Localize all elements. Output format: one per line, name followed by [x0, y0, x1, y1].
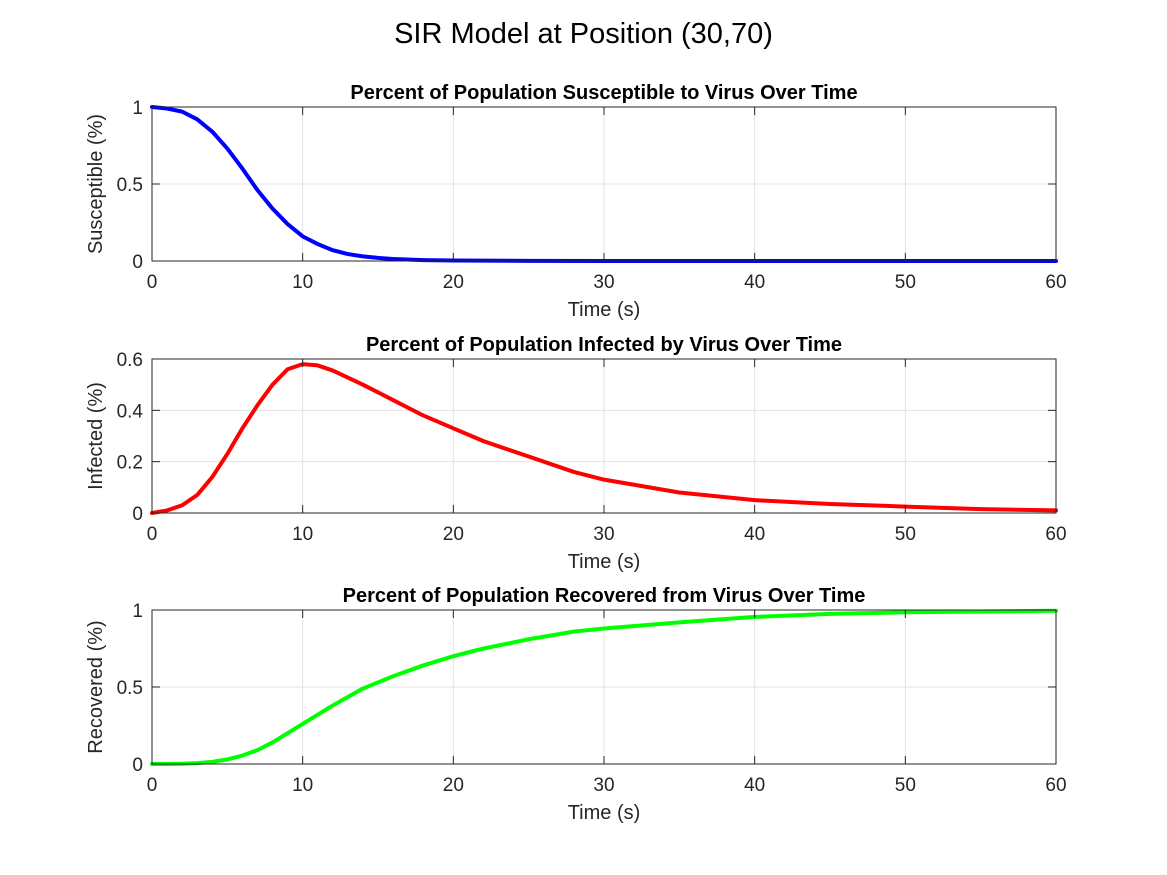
x-tick-label: 10 — [292, 775, 313, 796]
y-tick-label: 0.6 — [117, 350, 143, 371]
series-line-1 — [150, 608, 1058, 766]
y-tick-label: 0 — [132, 252, 143, 273]
x-tick-label: 0 — [147, 775, 158, 796]
x-tick-label: 20 — [443, 775, 464, 796]
y-axis-label: Infected (%) — [85, 382, 107, 490]
x-axis-label: Time (s) — [568, 299, 641, 321]
y-tick-label: 0.2 — [117, 453, 143, 474]
y-tick-label: 1 — [132, 98, 143, 119]
x-tick-label: 60 — [1045, 272, 1066, 293]
y-tick-label: 0.5 — [117, 678, 143, 699]
x-tick-label: 60 — [1045, 524, 1066, 545]
y-axis-label: Susceptible (%) — [85, 114, 107, 254]
subplot-3: 0 10 20 30 40 50 60 0 0.5 1 Percent of Population … — [85, 585, 1067, 824]
x-tick-label: 20 — [443, 524, 464, 545]
y-tick-label: 1 — [132, 601, 143, 622]
x-tick-label: 40 — [744, 524, 765, 545]
y-tick-label: 0.5 — [117, 175, 143, 196]
subplot-1: 0 10 20 30 40 50 60 0 0.5 1 Percent of Population … — [85, 82, 1067, 321]
subplot-title: Percent of Population Infected by Virus … — [366, 334, 842, 356]
x-tick-label: 0 — [147, 272, 158, 293]
series-line-1 — [150, 362, 1058, 515]
x-tick-label: 10 — [292, 272, 313, 293]
y-tick-label: 0.4 — [117, 401, 144, 422]
x-tick-label: 40 — [744, 272, 765, 293]
figure-title: SIR Model at Position (30,70) — [394, 18, 773, 50]
x-tick-label: 50 — [895, 524, 916, 545]
x-axis-label: Time (s) — [568, 802, 641, 824]
x-tick-label: 0 — [147, 524, 158, 545]
subplot-title: Percent of Population Recovered from Vir… — [343, 585, 866, 607]
x-tick-label: 30 — [593, 272, 614, 293]
x-tick-label: 20 — [443, 272, 464, 293]
x-tick-label: 50 — [895, 272, 916, 293]
x-tick-label: 40 — [744, 775, 765, 796]
x-tick-label: 30 — [593, 524, 614, 545]
x-tick-label: 10 — [292, 524, 313, 545]
x-tick-label: 30 — [593, 775, 614, 796]
y-tick-label: 0 — [132, 504, 143, 525]
x-tick-label: 60 — [1045, 775, 1066, 796]
subplot-2: 0 10 20 30 40 50 60 0 0.2 0.4 0.6 Percent of Popula… — [85, 334, 1067, 573]
x-tick-label: 50 — [895, 775, 916, 796]
y-axis-label: Recovered (%) — [85, 620, 107, 753]
x-axis-label: Time (s) — [568, 551, 641, 573]
subplot-title: Percent of Population Susceptible to Vir… — [350, 82, 857, 104]
y-tick-label: 0 — [132, 755, 143, 776]
